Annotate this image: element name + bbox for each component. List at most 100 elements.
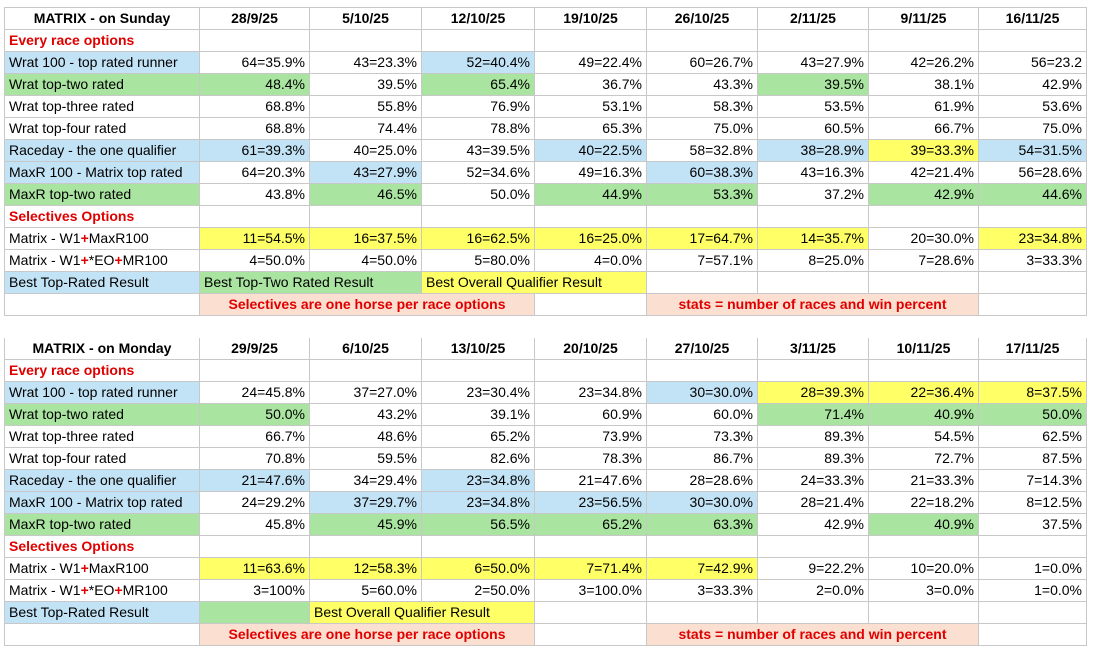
value-cell: 3=100%	[200, 580, 310, 602]
row-label: Raceday - the one qualifier	[4, 470, 200, 492]
value-cell: 11=54.5%	[200, 228, 310, 250]
value-cell: 52=40.4%	[422, 52, 535, 74]
value-cell: 23=34.8%	[535, 382, 647, 404]
value-cell: 23=34.8%	[422, 470, 535, 492]
value-cell: 53.1%	[535, 96, 647, 118]
empty-cell	[869, 272, 979, 294]
value-cell: 50.0%	[422, 184, 535, 206]
value-cell: 48.4%	[200, 74, 310, 96]
value-cell: 58.3%	[647, 96, 758, 118]
value-cell: 37.5%	[979, 514, 1087, 536]
header-cell: 29/9/25	[200, 338, 310, 360]
value-cell: 8=37.5%	[979, 382, 1087, 404]
header-cell: 27/10/25	[647, 338, 758, 360]
empty-cell	[869, 536, 979, 558]
value-cell: 49=16.3%	[535, 162, 647, 184]
row-label: Matrix - W1+MaxR100	[4, 228, 200, 250]
empty-cell	[979, 536, 1087, 558]
value-cell: 43.3%	[647, 74, 758, 96]
value-cell: 23=34.8%	[422, 492, 535, 514]
empty-cell	[422, 360, 535, 382]
value-cell: 36.7%	[535, 74, 647, 96]
value-cell: 42.9%	[979, 74, 1087, 96]
label-part: Raceday - the one qualifier	[9, 142, 177, 158]
empty-cell	[647, 272, 758, 294]
empty-cell	[758, 272, 869, 294]
value-cell: 37.2%	[758, 184, 869, 206]
value-cell: 56=28.6%	[979, 162, 1087, 184]
value-cell: 7=14.3%	[979, 470, 1087, 492]
empty-cell	[869, 602, 979, 624]
value-cell: 16=37.5%	[310, 228, 422, 250]
empty-cell	[535, 206, 647, 228]
header-cell: 26/10/25	[647, 8, 758, 30]
empty-cell	[979, 294, 1087, 316]
label-part: +	[80, 252, 89, 268]
empty-cell	[200, 536, 310, 558]
value-cell: 3=0.0%	[869, 580, 979, 602]
value-cell: 73.9%	[535, 426, 647, 448]
empty-cell	[869, 360, 979, 382]
value-cell: 46.5%	[310, 184, 422, 206]
value-cell: 43.2%	[310, 404, 422, 426]
value-cell: 53.3%	[647, 184, 758, 206]
note: stats = number of races and win percent	[647, 294, 979, 316]
value-cell: 66.7%	[869, 118, 979, 140]
row-label: Wrat top-four rated	[4, 118, 200, 140]
row-label: Wrat top-two rated	[4, 404, 200, 426]
label-part: Wrat 100 - top rated runner	[9, 54, 178, 70]
value-cell: 58=32.8%	[647, 140, 758, 162]
value-cell: 68.8%	[200, 96, 310, 118]
empty-cell	[647, 602, 758, 624]
legend-swatch	[200, 602, 310, 624]
value-cell: 23=56.5%	[535, 492, 647, 514]
value-cell: 2=0.0%	[758, 580, 869, 602]
value-cell: 20=30.0%	[869, 228, 979, 250]
value-cell: 28=28.6%	[647, 470, 758, 492]
value-cell: 65.2%	[535, 514, 647, 536]
value-cell: 22=36.4%	[869, 382, 979, 404]
value-cell: 21=47.6%	[200, 470, 310, 492]
value-cell: 30=30.0%	[647, 492, 758, 514]
value-cell: 9=22.2%	[758, 558, 869, 580]
value-cell: 44.9%	[535, 184, 647, 206]
value-cell: 3=33.3%	[979, 250, 1087, 272]
label-part: MR100	[122, 252, 168, 268]
row-label: Matrix - W1+*EO+MR100	[4, 250, 200, 272]
header-cell: 19/10/25	[535, 8, 647, 30]
value-cell: 66.7%	[200, 426, 310, 448]
value-cell: 2=50.0%	[422, 580, 535, 602]
value-cell: 7=42.9%	[647, 558, 758, 580]
label-part: Matrix - W1	[9, 582, 81, 598]
value-cell: 43=27.9%	[310, 162, 422, 184]
value-cell: 89.3%	[758, 426, 869, 448]
label-part: Every race options	[9, 32, 135, 48]
label-part: *EO	[88, 252, 115, 268]
grid-top	[4, 7, 1087, 8]
value-cell: 54.5%	[869, 426, 979, 448]
empty-cell	[535, 624, 647, 646]
value-cell: 4=50.0%	[310, 250, 422, 272]
empty-cell	[422, 30, 535, 52]
empty-cell	[979, 272, 1087, 294]
value-cell: 4=50.0%	[200, 250, 310, 272]
label-part: Every race options	[9, 362, 135, 378]
label-part: +	[80, 560, 89, 576]
value-cell: 1=0.0%	[979, 558, 1087, 580]
empty-cell	[200, 30, 310, 52]
row-label: Wrat 100 - top rated runner	[4, 52, 200, 74]
legend-label: Best Top-Rated Result	[4, 272, 200, 294]
value-cell: 6=50.0%	[422, 558, 535, 580]
empty-cell	[535, 602, 647, 624]
label-part: MR100	[122, 582, 168, 598]
label-part: Wrat top-two rated	[9, 76, 124, 92]
value-cell: 50.0%	[979, 404, 1087, 426]
value-cell: 60.9%	[535, 404, 647, 426]
value-cell: 14=35.7%	[758, 228, 869, 250]
row-label: Wrat top-three rated	[4, 426, 200, 448]
label-part: Wrat top-four rated	[9, 450, 127, 466]
note: Selectives are one horse per race option…	[200, 624, 535, 646]
label-part: MaxR100	[88, 230, 149, 246]
value-cell: 37=29.7%	[310, 492, 422, 514]
